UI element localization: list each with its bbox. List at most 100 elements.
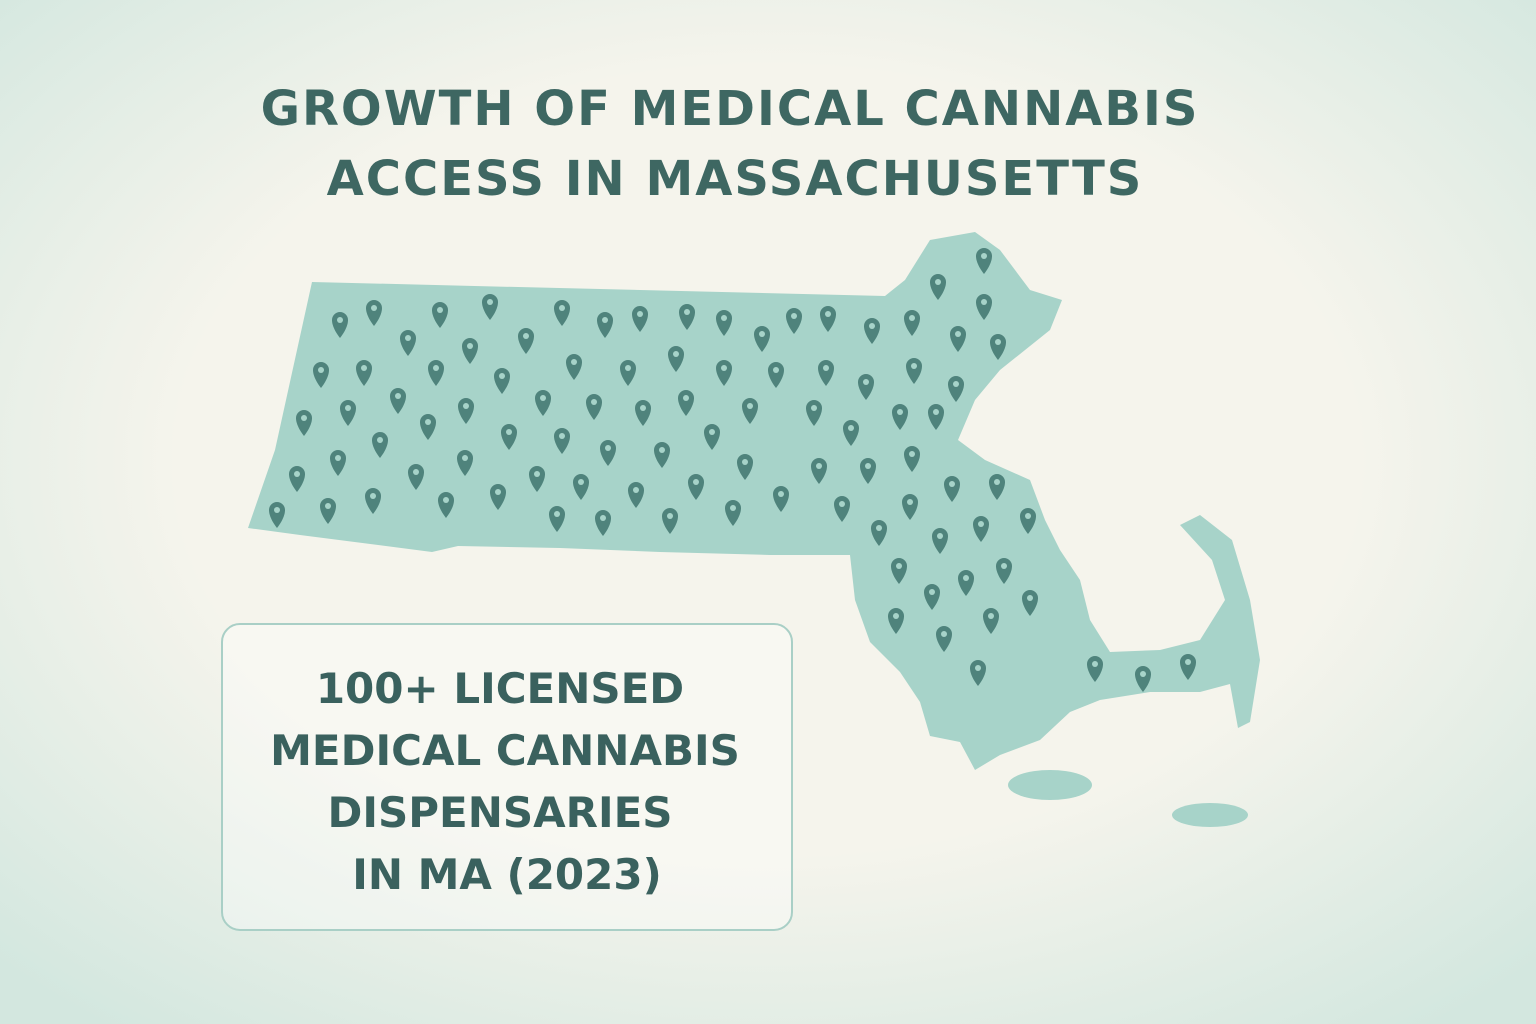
map-pin (904, 310, 920, 336)
map-pin (597, 312, 613, 338)
pin-body (716, 360, 732, 386)
map-pin (976, 294, 992, 320)
pin-dot (301, 415, 307, 421)
pin-dot (929, 589, 935, 595)
map-pin (678, 390, 694, 416)
map-pin (400, 330, 416, 356)
map-pin (620, 360, 636, 386)
pin-body (742, 398, 758, 424)
map-pin (786, 308, 802, 334)
map-pin (891, 558, 907, 584)
pin-dot (600, 515, 606, 521)
callout-line: DISPENSARIES (327, 788, 672, 837)
pin-dot (1140, 671, 1146, 677)
map-pin (725, 500, 741, 526)
pin-body (806, 400, 822, 426)
pin-dot (893, 613, 899, 619)
pin-body (679, 304, 695, 330)
pin-body (768, 362, 784, 388)
pin-body (654, 442, 670, 468)
map-pin (904, 446, 920, 472)
map-pin (737, 454, 753, 480)
pin-dot (1001, 563, 1007, 569)
callout-line: MEDICAL CANNABIS (270, 726, 740, 775)
map-pin (438, 492, 454, 518)
pin-body (834, 496, 850, 522)
pin-dot (605, 445, 611, 451)
pin-dot (495, 489, 501, 495)
map-pin (768, 362, 784, 388)
callout-line: 100+ LICENSED (316, 664, 684, 713)
pin-dot (773, 367, 779, 373)
pin-dot (684, 309, 690, 315)
pin-dot (467, 343, 473, 349)
pin-dot (591, 399, 597, 405)
pin-body (888, 608, 904, 634)
map-pin (948, 376, 964, 402)
pin-body (420, 414, 436, 440)
pin-body (786, 308, 802, 334)
pin-dot (778, 491, 784, 497)
pin-body (494, 368, 510, 394)
pin-dot (791, 313, 797, 319)
map-pin (1020, 508, 1036, 534)
pin-dot (602, 317, 608, 323)
pin-dot (274, 507, 280, 513)
map-pin (973, 516, 989, 542)
pin-body (950, 326, 966, 352)
pin-dot (935, 279, 941, 285)
pin-body (904, 310, 920, 336)
pin-dot (759, 331, 765, 337)
map-pin (773, 486, 789, 512)
pin-dot (816, 463, 822, 469)
pin-dot (443, 497, 449, 503)
pin-body (400, 330, 416, 356)
pin-dot (975, 665, 981, 671)
pin-body (595, 510, 611, 536)
pin-dot (963, 575, 969, 581)
map-pin (716, 360, 732, 386)
map-pin (928, 404, 944, 430)
pin-body (490, 484, 506, 510)
pin-body (904, 446, 920, 472)
pin-dot (721, 315, 727, 321)
pin-body (554, 428, 570, 454)
map-pin (989, 474, 1005, 500)
pin-dot (865, 463, 871, 469)
pin-dot (640, 405, 646, 411)
pin-dot (909, 451, 915, 457)
island (1008, 770, 1092, 800)
pin-body (600, 440, 616, 466)
pin-body (989, 474, 1005, 500)
pin-dot (1185, 659, 1191, 665)
pin-dot (337, 317, 343, 323)
map-pin (958, 570, 974, 596)
pin-dot (949, 481, 955, 487)
pin-body (620, 360, 636, 386)
map-pin (586, 394, 602, 420)
map-pin (950, 326, 966, 352)
map-pin (858, 374, 874, 400)
pin-body (944, 476, 960, 502)
map-pin (864, 318, 880, 344)
pin-dot (673, 351, 679, 357)
pin-body (725, 500, 741, 526)
map-pin (332, 312, 348, 338)
pin-dot (848, 425, 854, 431)
pin-body (924, 584, 940, 610)
map-pin (1135, 666, 1151, 692)
map-pin (936, 626, 952, 652)
pin-body (501, 424, 517, 450)
pin-body (549, 506, 565, 532)
pin-dot (370, 493, 376, 499)
map-pin (906, 358, 922, 384)
pin-dot (625, 365, 631, 371)
pin-body (990, 334, 1006, 360)
map-pin (860, 458, 876, 484)
map-pin (668, 346, 684, 372)
pin-dot (1027, 595, 1033, 601)
map-pin (490, 484, 506, 510)
pin-body (566, 354, 582, 380)
pin-body (858, 374, 874, 400)
